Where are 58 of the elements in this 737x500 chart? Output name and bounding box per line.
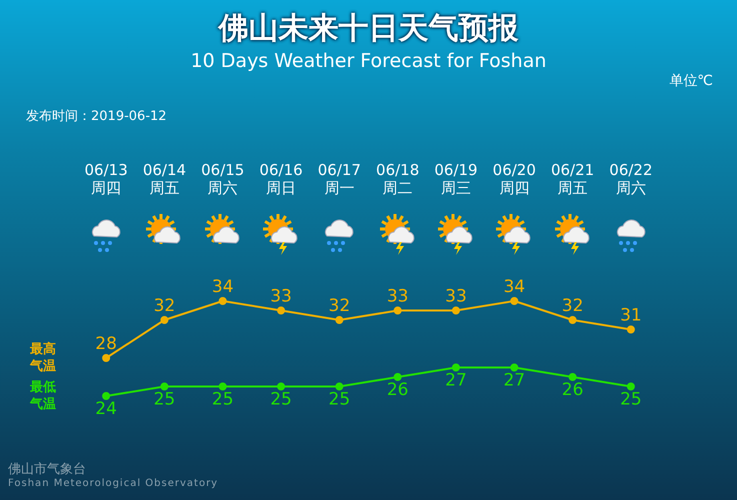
text: 佛山市气象台 (8, 461, 86, 478)
point (277, 306, 286, 314)
point (218, 382, 227, 390)
data-label: 24 (95, 398, 117, 419)
text: Foshan Meteorological Observatory (8, 478, 218, 489)
data-label: 26 (562, 380, 584, 400)
data-label: 33 (445, 286, 467, 306)
point (102, 354, 110, 362)
point (568, 316, 577, 324)
text: 最高气温 (28, 340, 56, 374)
text: 最低气温 (28, 380, 56, 412)
x-tick-label: 06/22 周六 (609, 160, 652, 197)
x-tick-label: 06/15 周六 (201, 160, 244, 197)
x-tick-label: 06/21 周五 (550, 160, 594, 197)
point (277, 382, 286, 390)
x-tick-label: 06/13 周四 (84, 160, 128, 197)
point (452, 364, 460, 372)
data-label: 32 (328, 296, 350, 316)
data-label: 32 (562, 296, 584, 316)
point (626, 326, 635, 334)
x-tick-label: 06/17 周一 (318, 160, 361, 197)
data-label: 25 (328, 389, 350, 410)
x-tick-label: 06/14 周五 (142, 160, 186, 197)
text: 单位℃ (669, 72, 713, 90)
point (510, 297, 518, 305)
point (160, 316, 168, 324)
point (568, 373, 577, 381)
point (218, 297, 227, 305)
point (160, 382, 168, 390)
data-label: 33 (270, 286, 292, 306)
x-tick-label: 06/19 周三 (434, 160, 478, 197)
point (394, 306, 402, 314)
data-label: 27 (445, 370, 467, 390)
x-tick-label: 06/20 周四 (492, 160, 536, 197)
data-label: 25 (620, 389, 642, 410)
data-label: 31 (620, 305, 642, 326)
point (394, 373, 402, 381)
data-label: 33 (386, 286, 408, 306)
data-label: 27 (503, 370, 526, 390)
x-tick-label: 06/18 周二 (376, 160, 420, 197)
chart-title: 佛山未来十日天气预报 (216, 10, 520, 48)
chart-subtitle: 10 Days Weather Forecast for Foshan (190, 50, 548, 72)
data-label: 28 (95, 334, 117, 354)
point (102, 392, 110, 400)
data-label: 34 (212, 276, 234, 297)
data-label: 32 (154, 296, 176, 316)
data-label: 25 (270, 389, 292, 410)
data-label: 25 (154, 389, 176, 410)
point (626, 382, 635, 390)
point (510, 364, 518, 372)
point (335, 382, 344, 390)
point (452, 306, 460, 314)
point (335, 316, 344, 324)
data-label: 25 (212, 389, 234, 410)
data-label: 34 (503, 276, 526, 297)
text: 发布时间：2019-06-12 (26, 108, 167, 125)
data-label: 26 (386, 380, 408, 400)
x-tick-label: 06/16 周日 (259, 160, 303, 197)
